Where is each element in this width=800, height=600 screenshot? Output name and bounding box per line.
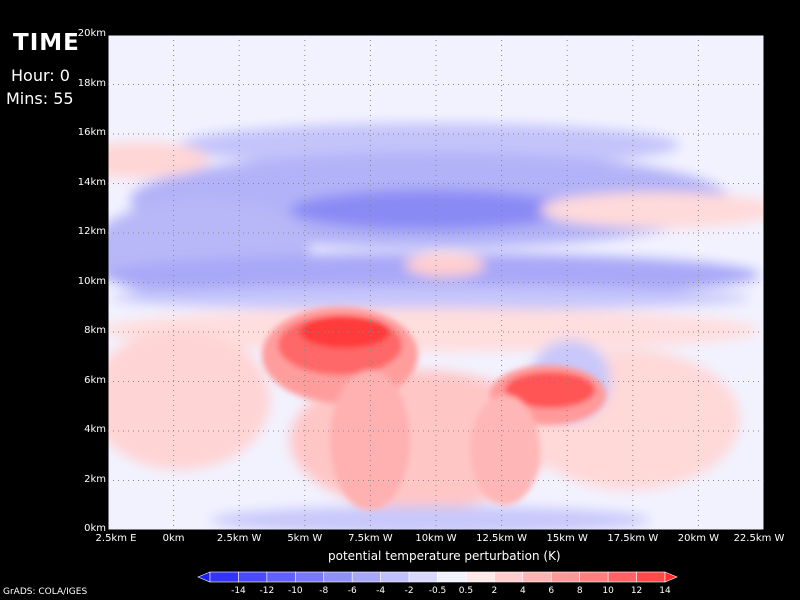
colorbar-label: 14 [659,586,671,596]
colorbar-swatch [238,571,268,583]
colorbar-swatch [607,571,637,583]
y-tick-label: 6km [84,374,106,386]
y-tick-label: 18km [77,77,106,89]
colorbar-label: 0.5 [458,586,474,596]
colorbar-swatch [380,571,410,583]
hour-readout: Hour: 0 [11,66,70,85]
credit-text: GrADS: COLA/IGES [3,587,88,597]
warm-blob-10km [405,253,485,277]
hour-value: 0 [59,66,70,85]
x-tick-label: 0km [162,533,185,544]
x-tick-label: 7.5km W [348,533,393,544]
colorbar-swatch [522,571,552,583]
colorbar-label: 10 [602,586,614,596]
thermal-2-core [505,372,595,408]
colorbar-label: -10 [287,586,303,596]
colorbar-swatch [408,571,438,583]
cold-layer-core [290,190,570,230]
warm-layer-right [540,192,764,228]
colorbar-label: -6 [347,586,357,596]
x-tick-label: 22.5km W [733,533,785,544]
y-tick-label: 20km [77,28,106,39]
colorbar-label: 2 [491,586,498,596]
warm-lower-left [108,330,270,470]
colorbar-label: -2 [404,586,414,596]
time-title: TIME [13,30,80,56]
colorbar-swatch [465,571,495,583]
colorbar-swatch [550,571,580,583]
x-tick-label: 17.5km W [607,533,659,544]
temperature-field [108,35,764,530]
thermal-2-stem [470,395,540,505]
colorbar-swatch [266,571,296,583]
colorbar-label: -12 [259,586,275,596]
x-tick-label: 2.5km W [216,533,262,544]
colorbar-label: -8 [319,586,329,596]
warm-layer-left [108,142,210,178]
x-axis-label: potential temperature perturbation (K) [328,549,561,563]
y-tick-label: 0km [84,523,106,534]
y-tick-label: 2km [84,473,106,485]
x-tick-label: 15km W [546,533,588,544]
colorbar-label: 6 [548,586,555,596]
x-tick-label: 12.5km W [476,533,528,544]
colorbar-label: 12 [630,586,643,596]
colorbar-label: -4 [376,586,386,596]
x-tick-label: 10km W [415,533,457,544]
y-tick-label: 8km [84,325,106,336]
y-tick-label: 10km [77,275,106,287]
y-tick-label: 4km [84,424,106,435]
colorbar-label: 8 [576,586,583,596]
colorbar [197,571,678,583]
colorbar-low-arrow [197,571,211,583]
x-tick-label: 20km W [677,533,720,544]
colorbar-swatch [209,571,239,583]
colorbar-swatch [437,571,467,583]
thermal-1-peak [300,316,390,348]
y-tick-label: 12km [77,226,106,237]
x-tick-label: 2.5km E [95,533,137,544]
colorbar-label: -0.5 [428,586,447,596]
colorbar-swatch [323,571,353,583]
colorbar-swatch [494,571,524,583]
y-tick-label: 16km [77,127,106,138]
colorbar-swatch [295,571,325,583]
colorbar-high-arrow [664,571,678,583]
mins-value: 55 [53,89,74,108]
colorbar-swatch [636,571,666,583]
x-tick-label: 5km W [287,533,323,544]
mins-label: Mins: [6,89,49,108]
y-tick-label: 14km [77,176,106,188]
cold-surface-band [210,506,650,530]
colorbar-swatch [351,571,381,583]
colorbar-label: 4 [519,586,526,596]
colorbar-label: -14 [231,586,246,596]
mins-readout: Mins: 55 [6,89,74,108]
cold-band-low [110,286,750,310]
hour-label: Hour: [11,66,55,85]
colorbar-swatch [579,571,609,583]
